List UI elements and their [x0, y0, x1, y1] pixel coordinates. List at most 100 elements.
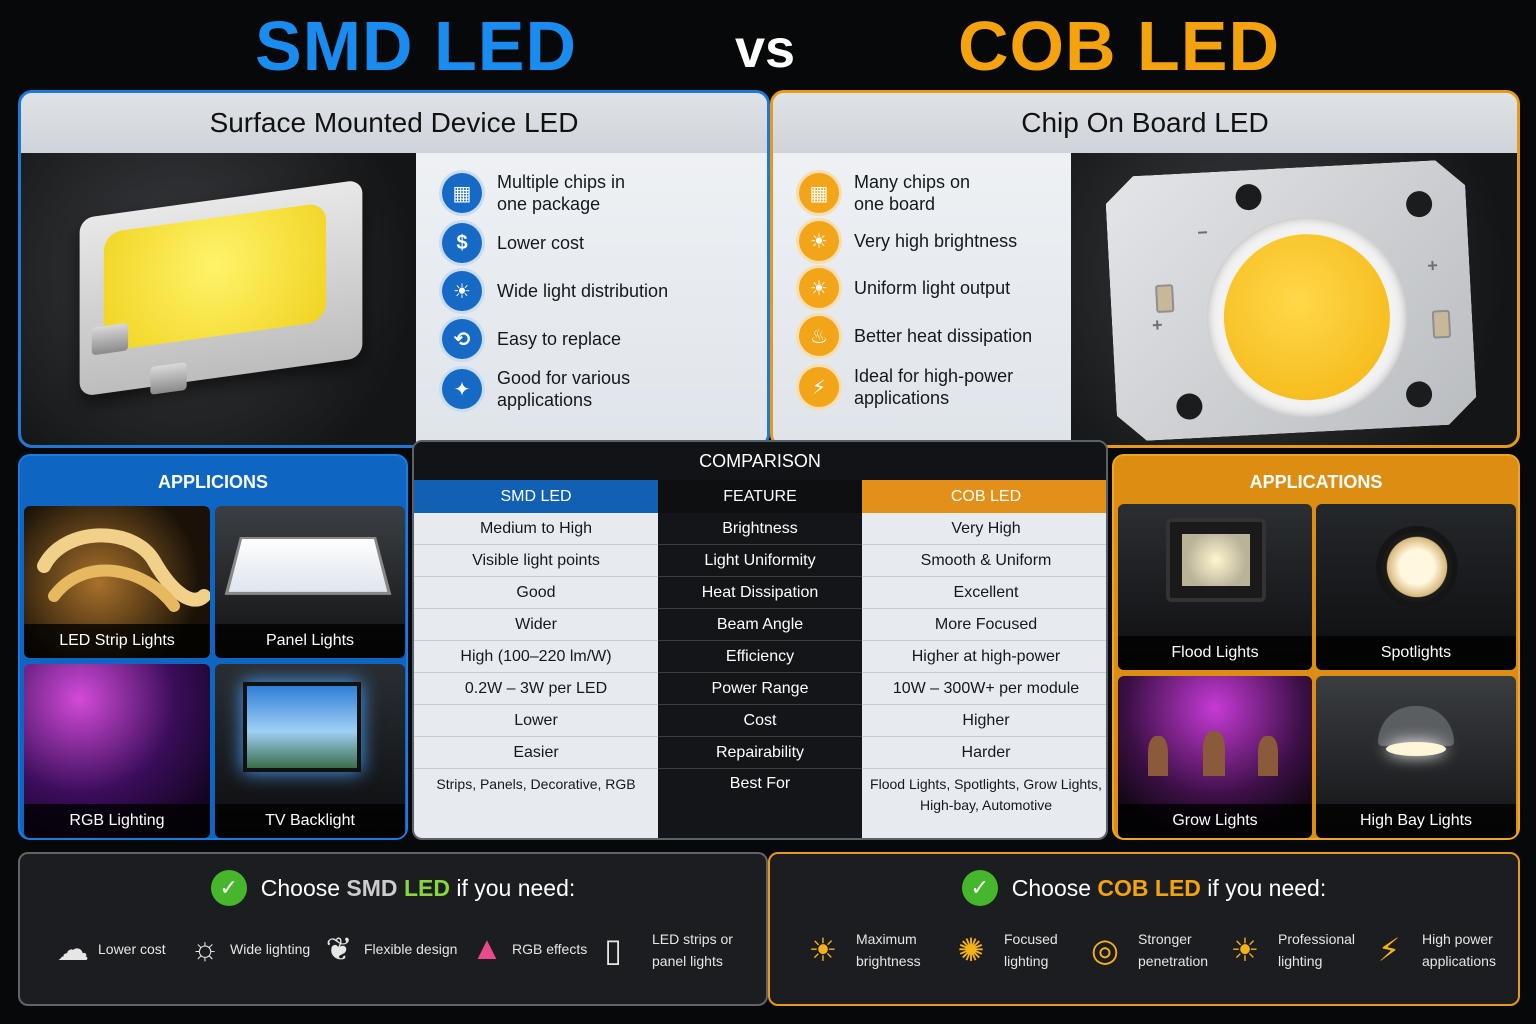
cob-title: COB LED — [958, 6, 1280, 86]
cob-column: Very High Smooth & Uniform Excellent Mor… — [862, 513, 1108, 840]
power-icon: ⚡ — [799, 367, 839, 407]
panel-icon: ▯ — [594, 931, 632, 969]
tile-label: LED Strip Lights — [24, 624, 210, 658]
cob-feature-item: ☀ Uniform light output — [799, 268, 1010, 308]
table-cell: Brightness — [658, 513, 862, 545]
choose-cob-panel: ✓ Choose COB LED if you need: ☀ Maximum b… — [768, 852, 1520, 1006]
chip-grid-icon: ▦ — [442, 173, 482, 213]
cob-features: ▦ Many chips on one board ☀ Very high bri… — [773, 153, 1074, 448]
tile-label: Spotlights — [1316, 636, 1516, 670]
bright-sun-icon: ☀ — [799, 221, 839, 261]
title-row: SMD LED vs COB LED — [0, 0, 1536, 90]
smd-features: ▦ Multiple chips in one package $ Lower c… — [416, 153, 770, 448]
table-cell: Higher at high-power — [862, 641, 1108, 673]
table-cell: Flood Lights, Spotlights, Grow Lights, H… — [862, 769, 1108, 814]
tile-label: Panel Lights — [215, 624, 405, 658]
table-cell: Smooth & Uniform — [862, 545, 1108, 577]
table-cell: Easier — [414, 737, 658, 769]
table-cell: Good — [414, 577, 658, 609]
smd-need-item: ☼ Wide lighting — [186, 930, 310, 967]
smd-feature-item: ☀ Wide light distribution — [442, 271, 668, 311]
smd-need-item: ❦ Flexible design — [320, 930, 457, 968]
table-cell: Best For — [658, 769, 862, 809]
smd-need-item: ▯ LED strips or panel lights — [594, 928, 733, 972]
table-cell: Harder — [862, 737, 1108, 769]
leaf-icon: ❦ — [320, 930, 358, 968]
app-tile-spotlights: Spotlights — [1316, 504, 1516, 670]
smd-column-header: SMD LED — [414, 480, 658, 513]
smd-chip-photo — [21, 153, 416, 448]
cob-need-item: ☀ Maximum brightness — [804, 928, 921, 972]
pro-sun-icon: ☀ — [1226, 931, 1264, 969]
uniform-sun-icon: ☀ — [799, 268, 839, 308]
focus-bulb-icon: ✺ — [952, 931, 990, 969]
table-cell: Cost — [658, 705, 862, 737]
smd-need-item: ▲ RGB effects — [468, 930, 587, 967]
table-cell: Beam Angle — [658, 609, 862, 641]
cob-need-item: ⚡ High power applications — [1370, 928, 1496, 972]
table-cell: Excellent — [862, 577, 1108, 609]
rgb-icon: ▲ — [468, 930, 506, 967]
table-cell: Wider — [414, 609, 658, 641]
sun-icon: ☀ — [442, 271, 482, 311]
choose-smd-panel: ✓ Choose SMD LED if you need: ☁ Lower co… — [18, 852, 768, 1006]
feature-column-header: FEATURE — [658, 480, 862, 513]
table-cell: Medium to High — [414, 513, 658, 545]
smd-feature-item: ✦ Good for various applications — [442, 367, 630, 411]
cob-board-photo: + + − — [1071, 153, 1517, 448]
table-cell: Efficiency — [658, 641, 862, 673]
tile-label: RGB Lighting — [24, 804, 210, 838]
smd-applications-title: APPLICIONS — [20, 472, 406, 493]
comparison-table: COMPARISON SMD LED FEATURE COB LED Mediu… — [412, 440, 1108, 840]
board-grid-icon: ▦ — [799, 173, 839, 213]
cob-feature-item: ⚡ Ideal for high-power applications — [799, 365, 1013, 409]
app-tile-grow-lights: Grow Lights — [1118, 676, 1312, 838]
feature-column: Brightness Light Uniformity Heat Dissipa… — [658, 513, 862, 840]
app-tile-rgb-lighting: RGB Lighting — [24, 664, 210, 838]
table-cell: Light Uniformity — [658, 545, 862, 577]
cob-overview-panel: Chip On Board LED ▦ Many chips on one boa… — [770, 90, 1520, 448]
cob-column-header: COB LED — [862, 480, 1108, 513]
check-icon: ✓ — [211, 870, 247, 906]
cob-need-item: ◎ Stronger penetration — [1086, 928, 1208, 972]
cob-need-item: ✺ Focused lighting — [952, 928, 1058, 972]
check-icon: ✓ — [962, 870, 998, 906]
smd-chip-image — [80, 179, 363, 406]
smd-overview-panel: Surface Mounted Device LED ▦ Multiple ch… — [18, 90, 770, 448]
comparison-title: COMPARISON — [414, 442, 1106, 480]
smd-feature-item: ⟲ Easy to replace — [442, 319, 621, 359]
cob-feature-item: ♨ Better heat dissipation — [799, 316, 1032, 356]
app-tile-high-bay-lights: High Bay Lights — [1316, 676, 1516, 838]
app-tile-panel-lights: Panel Lights — [215, 506, 405, 658]
bulb-icon: ☼ — [186, 930, 224, 967]
app-tile-tv-backlight: TV Backlight — [215, 664, 405, 838]
apps-icon: ✦ — [442, 369, 482, 409]
tile-label: High Bay Lights — [1316, 804, 1516, 838]
smd-feature-item: $ Lower cost — [442, 223, 584, 263]
cob-applications-title: APPLICATIONS — [1114, 472, 1518, 493]
table-cell: Higher — [862, 705, 1108, 737]
smd-feature-item: ▦ Multiple chips in one package — [442, 171, 625, 215]
smd-heading: Surface Mounted Device LED — [21, 93, 767, 153]
cob-need-item: ☀ Professional lighting — [1226, 928, 1355, 972]
smd-applications-panel: APPLICIONS LED Strip Lights Panel Lights… — [18, 454, 408, 840]
choose-smd-heading: ✓ Choose SMD LED if you need: — [20, 870, 766, 906]
table-cell: Power Range — [658, 673, 862, 705]
smd-need-item: ☁ Lower cost — [54, 930, 166, 968]
tile-label: Flood Lights — [1118, 636, 1312, 670]
table-cell: Very High — [862, 513, 1108, 545]
table-cell: Strips, Panels, Decorative, RGB — [414, 769, 658, 809]
smd-title: SMD LED — [255, 6, 577, 86]
cob-feature-item: ▦ Many chips on one board — [799, 171, 970, 215]
app-tile-flood-lights: Flood Lights — [1118, 504, 1312, 670]
table-cell: 10W – 300W+ per module — [862, 673, 1108, 705]
table-cell: 0.2W – 3W per LED — [414, 673, 658, 705]
heat-icon: ♨ — [799, 316, 839, 356]
choose-cob-heading: ✓ Choose COB LED if you need: — [770, 870, 1518, 906]
smd-column: Medium to High Visible light points Good… — [414, 513, 658, 840]
vs-title: vs — [735, 18, 795, 80]
tile-label: TV Backlight — [215, 804, 405, 838]
cob-applications-panel: APPLICATIONS Flood Lights Spotlights Gro… — [1112, 454, 1520, 840]
table-cell: Heat Dissipation — [658, 577, 862, 609]
cob-feature-item: ☀ Very high brightness — [799, 221, 1017, 261]
